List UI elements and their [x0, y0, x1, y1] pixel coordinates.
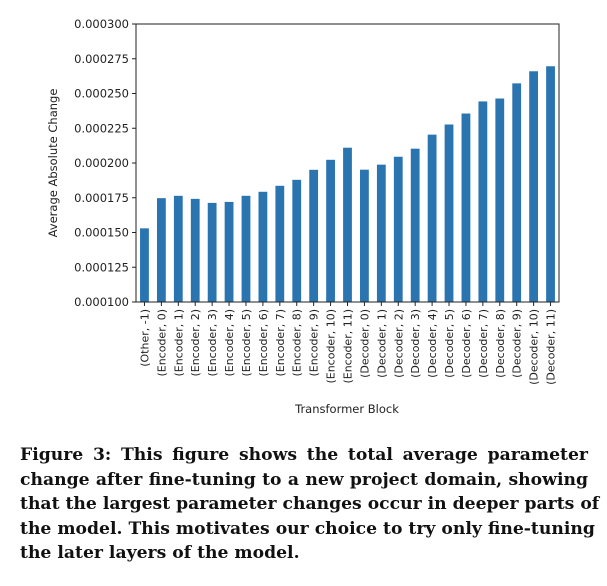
x-tick-label: (Decoder, 6)	[460, 309, 473, 378]
bar	[190, 198, 200, 302]
x-tick-label: (Decoder, 8)	[494, 309, 507, 378]
bar	[360, 169, 369, 302]
x-tick-label: (Encoder, 2)	[189, 309, 202, 377]
x-tick-label: (Decoder, 9)	[511, 309, 524, 378]
x-tick-label: (Decoder, 5)	[443, 309, 456, 378]
x-tick-label: (Encoder, 5)	[240, 309, 253, 377]
x-tick-label: (Encoder, 11)	[342, 309, 355, 384]
bar	[156, 198, 166, 302]
y-tick-label: 0.000275	[74, 52, 129, 66]
x-tick-label: (Decoder, 2)	[392, 309, 405, 378]
plot-frame	[135, 23, 560, 303]
bar	[512, 83, 522, 302]
bar	[529, 71, 539, 302]
bar	[326, 159, 335, 302]
caption-line: that the largest parameter changes occur…	[20, 494, 600, 514]
y-tick-label: 0.000225	[74, 121, 129, 135]
y-tick-label: 0.000250	[74, 87, 129, 101]
x-tick-label: (Decoder, 0)	[358, 309, 371, 378]
caption-line: change after fine-tuning to a new projec…	[20, 469, 588, 490]
bar	[140, 228, 149, 302]
bar	[275, 185, 285, 302]
bar	[376, 164, 386, 302]
y-tick-label: 0.000100	[74, 295, 129, 309]
bar-chart: 0.000100 0.000125 0.000150 0.000175 0.000200…	[46, 17, 560, 416]
figure-caption: Figure 3: This figure shows the total av…	[20, 443, 600, 566]
bar	[427, 134, 437, 302]
bar	[478, 101, 488, 302]
x-tick-label: (Encoder, 6)	[257, 309, 270, 377]
bar	[241, 195, 251, 302]
caption-line: Figure 3: This figure shows the total av…	[20, 445, 588, 465]
x-tick-label: (Decoder, 4)	[426, 309, 439, 378]
y-tick-label: 0.000175	[74, 191, 129, 205]
x-axis-label: Transformer Block	[294, 402, 399, 416]
x-tick-label: (Decoder, 11)	[545, 309, 558, 385]
bar	[292, 179, 302, 302]
x-tick-label: (Decoder, 7)	[477, 309, 490, 378]
x-tick-label: (Encoder, 9)	[308, 309, 321, 377]
bar	[173, 195, 183, 302]
x-tick-label: (Other, -1)	[138, 309, 151, 367]
bar	[461, 113, 471, 303]
y-tick-label: 0.000150	[74, 226, 129, 240]
x-tick-label: (Decoder, 10)	[528, 309, 541, 385]
x-tick-label: (Encoder, 10)	[325, 309, 338, 384]
x-tick-label: (Encoder, 3)	[206, 309, 219, 377]
bar	[495, 98, 505, 302]
caption-line: the model. This motivates our choice to …	[20, 518, 595, 539]
bar	[224, 201, 234, 302]
bar	[393, 156, 403, 302]
y-tick-label: 0.000125	[74, 260, 129, 274]
x-tick-label: (Decoder, 3)	[409, 309, 422, 378]
bar	[546, 66, 555, 302]
bar	[258, 191, 268, 302]
y-tick-label: 0.000300	[74, 17, 129, 31]
bar	[309, 169, 319, 302]
bar	[207, 202, 217, 302]
x-tick-label: (Encoder, 0)	[155, 309, 168, 377]
bar	[343, 147, 352, 302]
x-tick-label: (Encoder, 7)	[274, 309, 287, 377]
bar	[410, 148, 420, 302]
y-axis-label: Average Absolute Change	[46, 89, 60, 238]
y-tick-label: 0.000200	[74, 156, 129, 170]
x-tick-label: (Encoder, 4)	[223, 309, 236, 377]
caption-line: the later layers of the model.	[20, 543, 300, 563]
x-tick-label: (Decoder, 1)	[375, 309, 388, 378]
x-tick-label: (Encoder, 1)	[172, 309, 185, 377]
bar	[444, 124, 454, 302]
x-tick-label: (Encoder, 8)	[291, 309, 304, 377]
